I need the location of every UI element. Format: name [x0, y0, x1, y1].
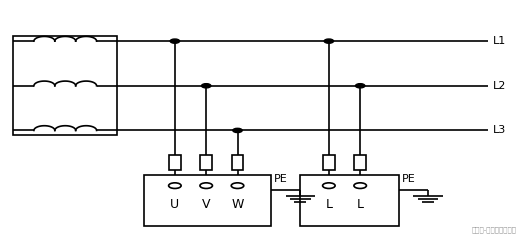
Bar — [232, 155, 243, 170]
Bar — [200, 155, 212, 170]
Text: PE: PE — [402, 174, 416, 184]
Text: W: W — [231, 198, 244, 211]
Circle shape — [324, 39, 334, 43]
Circle shape — [355, 84, 365, 88]
Text: L: L — [357, 198, 364, 211]
Text: L3: L3 — [493, 125, 506, 135]
Bar — [13, 36, 117, 135]
Circle shape — [233, 128, 242, 133]
Bar — [323, 155, 335, 170]
Text: U: U — [170, 198, 180, 211]
Text: V: V — [202, 198, 210, 211]
Bar — [300, 175, 399, 226]
Text: 头条号-电气自动化应用: 头条号-电气自动化应用 — [472, 226, 517, 233]
Text: L1: L1 — [493, 36, 506, 46]
Bar — [144, 175, 271, 226]
Text: L2: L2 — [493, 81, 507, 91]
Bar — [354, 155, 366, 170]
Text: PE: PE — [274, 174, 288, 184]
Circle shape — [170, 39, 180, 43]
Circle shape — [201, 84, 211, 88]
Text: L: L — [325, 198, 333, 211]
Bar — [169, 155, 181, 170]
